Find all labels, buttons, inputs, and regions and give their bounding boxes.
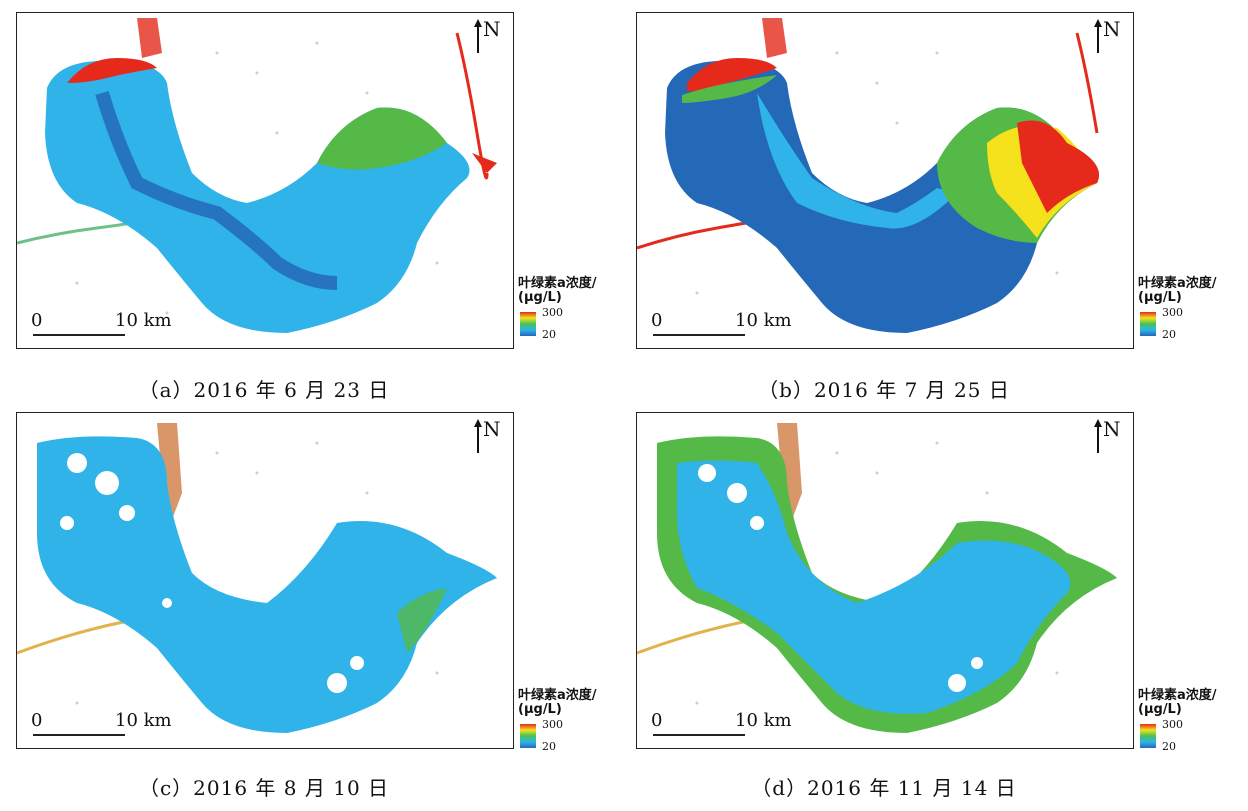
scale-ten: 10 km: [735, 310, 792, 331]
scale-zero: 0: [651, 310, 663, 331]
scale-zero: 0: [31, 710, 43, 731]
scale-bar: 0 10 km: [31, 310, 172, 340]
north-arrow: N: [1089, 17, 1123, 57]
north-arrow-icon: [474, 19, 482, 53]
lake-map-a: [17, 18, 497, 334]
legend-title: 叶绿素a浓度/: [518, 276, 597, 291]
legend-min: 20: [542, 328, 556, 341]
legend-d: 叶绿素a浓度/ (μg/L) 300 20: [1138, 684, 1248, 764]
map-panel-c: N 0 10 km: [16, 412, 514, 749]
legend-min: 20: [542, 740, 556, 753]
legend-title: 叶绿素a浓度/: [518, 688, 597, 703]
legend-max: 300: [1162, 718, 1183, 731]
scale-bar: 0 10 km: [651, 710, 792, 740]
legend-b: 叶绿素a浓度/ (μg/L) 300 20: [1138, 272, 1248, 352]
north-arrow-icon: [1094, 19, 1102, 53]
legend-unit: (μg/L): [1138, 290, 1182, 305]
map-panel-d: N 0 10 km: [636, 412, 1134, 749]
caption-b: （b）2016 年 7 月 25 日: [758, 378, 1010, 402]
legend-max: 300: [1162, 306, 1183, 319]
north-arrow: N: [1089, 417, 1123, 457]
lake-map-c: [17, 423, 497, 733]
legend-title: 叶绿素a浓度/: [1138, 276, 1217, 291]
legend-title: 叶绿素a浓度/: [1138, 688, 1217, 703]
north-arrow-icon: [1094, 419, 1102, 453]
scale-ten: 10 km: [115, 310, 172, 331]
scale-zero: 0: [31, 310, 43, 331]
scale-line: [653, 734, 745, 736]
north-arrow: N: [469, 417, 503, 457]
color-ramp: [1140, 724, 1156, 748]
north-label: N: [1103, 17, 1121, 41]
north-label: N: [483, 17, 501, 41]
legend-min: 20: [1162, 328, 1176, 341]
color-ramp: [520, 312, 536, 336]
legend-max: 300: [542, 306, 563, 319]
scale-ten: 10 km: [115, 710, 172, 731]
north-label: N: [1103, 417, 1121, 441]
lake-map-b: [637, 18, 1099, 334]
scale-zero: 0: [651, 710, 663, 731]
caption-c: （c）2016 年 8 月 10 日: [138, 776, 390, 800]
lake-map-d: [637, 423, 1117, 733]
map-panel-b: N 0 10 km: [636, 12, 1134, 349]
scale-ten: 10 km: [735, 710, 792, 731]
scale-line: [653, 334, 745, 336]
legend-min: 20: [1162, 740, 1176, 753]
legend-max: 300: [542, 718, 563, 731]
caption-a: （a）2016 年 6 月 23 日: [138, 378, 390, 402]
legend-c: 叶绿素a浓度/ (μg/L) 300 20: [518, 684, 628, 764]
caption-d: （d）2016 年 11 月 14 日: [751, 776, 1017, 800]
color-ramp: [1140, 312, 1156, 336]
scale-bar: 0 10 km: [651, 310, 792, 340]
legend-unit: (μg/L): [518, 702, 562, 717]
scale-line: [33, 334, 125, 336]
north-arrow-icon: [474, 419, 482, 453]
map-panel-a: N 0 10 km: [16, 12, 514, 349]
north-arrow: N: [469, 17, 503, 57]
legend-unit: (μg/L): [518, 290, 562, 305]
legend-a: 叶绿素a浓度/ (μg/L) 300 20: [518, 272, 628, 352]
color-ramp: [520, 724, 536, 748]
scale-line: [33, 734, 125, 736]
north-label: N: [483, 417, 501, 441]
scale-bar: 0 10 km: [31, 710, 172, 740]
legend-unit: (μg/L): [1138, 702, 1182, 717]
